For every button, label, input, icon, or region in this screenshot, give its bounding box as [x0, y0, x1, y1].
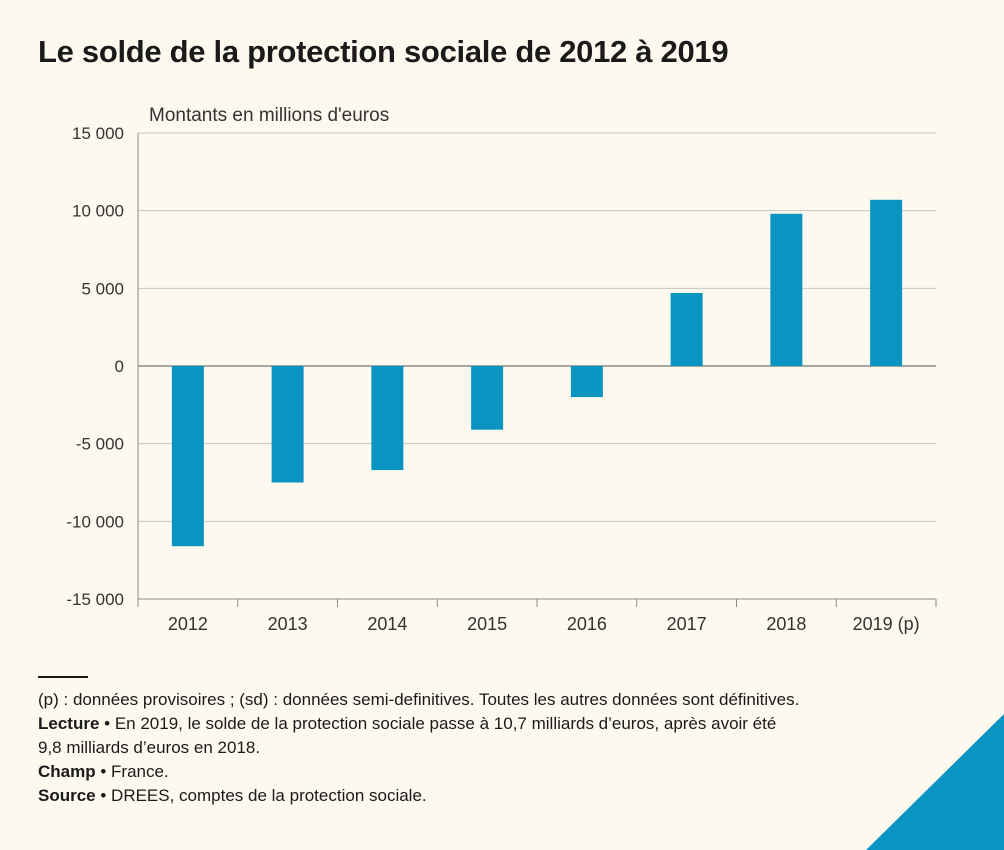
y-tick-label: -10 000: [66, 512, 124, 531]
x-tick-label: 2012: [168, 614, 208, 634]
gridlines: [138, 132, 936, 522]
champ-label: Champ: [38, 762, 96, 781]
champ-text: • France.: [95, 762, 169, 781]
lecture-label: Lecture: [38, 714, 100, 733]
y-tick-label: 0: [115, 357, 124, 376]
lecture-text-1: • En 2019, le solde de la protection soc…: [99, 714, 777, 733]
y-tick-label: -5 000: [76, 435, 124, 454]
notes-divider: [38, 676, 88, 678]
champ-note: Champ • France.: [38, 760, 968, 784]
bar-2016: [570, 366, 603, 398]
bar-chart: 15 000 10 000 5 000 0 -5 000 -10 000 -15 000 2…: [66, 105, 937, 634]
x-tick-label: 2015: [467, 614, 507, 634]
bar-2015: [471, 366, 504, 430]
bar-2019p: [870, 199, 903, 366]
bar-2018: [770, 213, 803, 366]
source-note: Source • DREES, comptes de la protection…: [38, 784, 968, 808]
y-tick-label: -15 000: [66, 590, 124, 609]
bar-2012: [171, 366, 204, 547]
bar-2013: [271, 366, 304, 483]
x-tick-label: 2017: [667, 614, 707, 634]
y-tick-label: 5 000: [81, 279, 124, 298]
corner-decoration: [866, 714, 1004, 850]
x-axis: 2012 2013 2014 2015 2016 2017 2018 2019 (p): [137, 598, 937, 634]
source-text: • DREES, comptes de la protection social…: [95, 786, 427, 805]
x-tick-label: 2014: [367, 614, 407, 634]
y-tick-label: 15 000: [72, 124, 124, 143]
x-tick-label: 2013: [268, 614, 308, 634]
bars: [171, 199, 903, 547]
y-tick-label: 10 000: [72, 202, 124, 221]
lecture-text-2: 9,8 milliards d’euros en 2018.: [38, 738, 261, 757]
y-axis-label: Montants en millions d'euros: [149, 105, 389, 126]
provisional-note: (p) : données provisoires ; (sd) : donné…: [38, 690, 800, 709]
bar-2017: [670, 292, 703, 366]
lecture-note: Lecture • En 2019, le solde de la protec…: [38, 712, 968, 760]
chart-title: Le solde de la protection sociale de 201…: [38, 34, 729, 69]
y-axis: 15 000 10 000 5 000 0 -5 000 -10 000 -15 000: [66, 124, 139, 609]
chart-notes: (p) : données provisoires ; (sd) : donné…: [38, 676, 968, 808]
source-label: Source: [38, 786, 96, 805]
x-tick-label: 2019 (p): [853, 614, 920, 634]
x-tick-label: 2016: [567, 614, 607, 634]
bar-2014: [371, 366, 404, 471]
x-tick-label: 2018: [766, 614, 806, 634]
